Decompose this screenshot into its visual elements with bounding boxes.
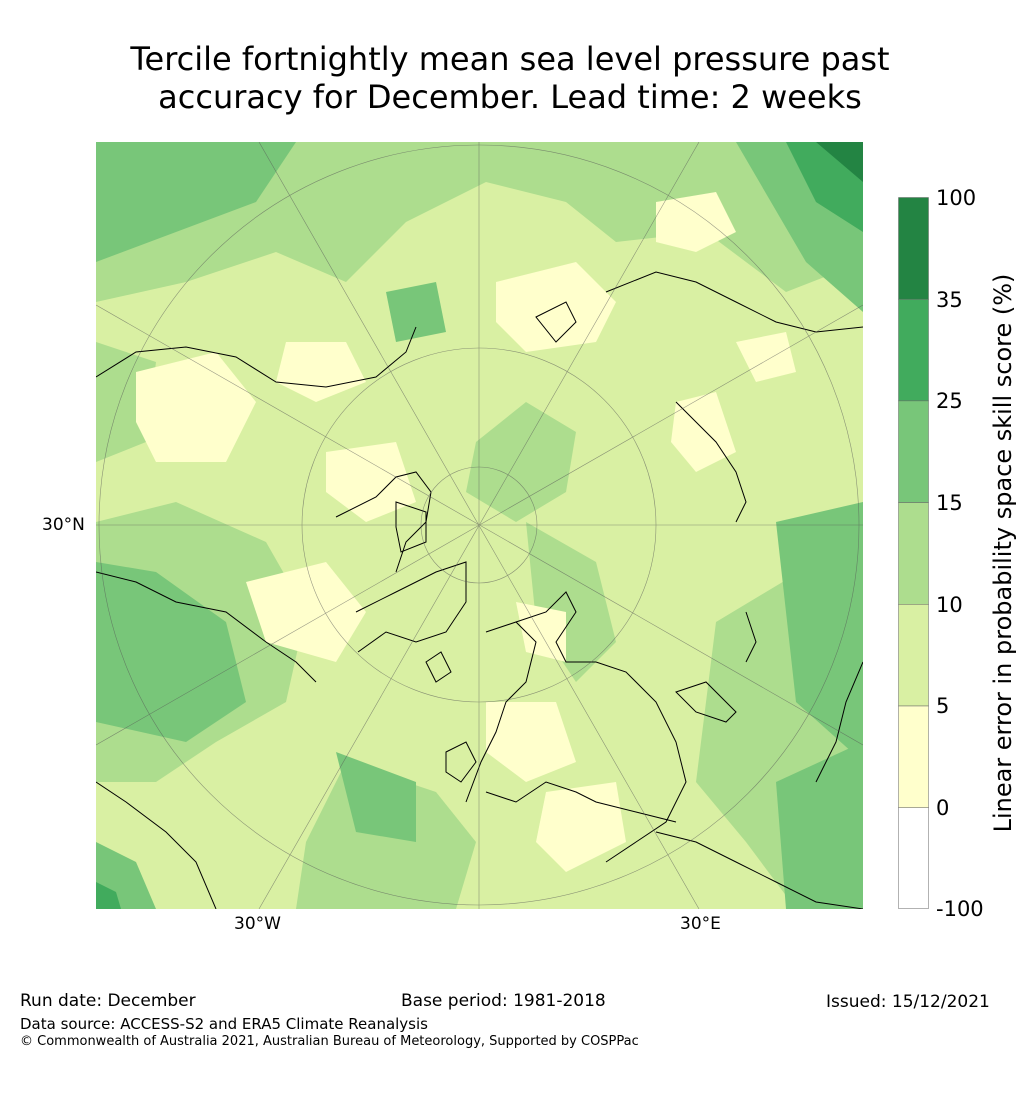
skill-region-0-5 (656, 192, 736, 252)
skill-region-35-100 (816, 142, 863, 182)
skill-region-15-25 (776, 742, 863, 909)
issued-date: Issued: 15/12/2021 (826, 992, 990, 1012)
colorbar-tick: 5 (936, 694, 950, 718)
colorbar-tick: 15 (936, 491, 963, 515)
colorbar-tick: 25 (936, 389, 963, 413)
skill-region-15-25 (96, 562, 246, 742)
map-title: Tercile fortnightly mean sea level press… (0, 40, 1020, 116)
title-line-2: accuracy for December. Lead time: 2 week… (158, 78, 862, 116)
skill-region-15-25 (336, 752, 416, 842)
base-period: Base period: 1981-2018 (401, 991, 606, 1011)
colorbar-bin-0-5 (898, 705, 929, 808)
colorbar-tick: 100 (936, 186, 977, 210)
colorbar (898, 197, 929, 909)
copyright: © Commonwealth of Australia 2021, Austra… (20, 1034, 639, 1049)
colorbar-bin-15-25 (898, 400, 929, 503)
skill-region-0-5 (326, 442, 416, 522)
skill-region-0-5 (486, 702, 576, 782)
longitude-label-30e: 30°E (680, 914, 721, 934)
skill-region-0-5 (671, 392, 736, 472)
colorbar-tick: 0 (936, 796, 950, 820)
longitude-label-30w: 30°W (234, 914, 281, 934)
colorbar-bin-35-100 (898, 197, 929, 300)
colorbar-tick: 35 (936, 288, 963, 312)
data-source: Data source: ACCESS-S2 and ERA5 Climate … (20, 1015, 428, 1033)
colorbar-label: Linear error in probability space skill … (989, 273, 1017, 833)
polar-skill-map (96, 142, 863, 909)
skill-region-10-15 (466, 402, 576, 522)
coastlines (96, 271, 863, 909)
skill-region-0-5 (536, 782, 626, 872)
colorbar-tick: 10 (936, 593, 963, 617)
colorbar-bin-neg100-0 (898, 807, 929, 909)
skill-region-0-5 (276, 342, 366, 402)
colorbar-bin-5-10 (898, 604, 929, 707)
colorbar-tick: -100 (936, 897, 984, 921)
skill-region-10-15 (96, 142, 863, 302)
title-line-1: Tercile fortnightly mean sea level press… (130, 40, 890, 78)
colorbar-bin-10-15 (898, 502, 929, 605)
skill-region-0-5 (516, 602, 566, 662)
skill-region-15-25 (776, 502, 863, 762)
latitude-label-30n: 30°N (42, 515, 85, 535)
skill-region-25-35 (96, 882, 121, 909)
skill-region-0-5 (246, 562, 366, 662)
run-date: Run date: December (20, 991, 196, 1011)
skill-region-15-25 (96, 142, 296, 262)
skill-region-15-25 (386, 282, 446, 342)
graticule (96, 142, 863, 909)
colorbar-bin-25-35 (898, 298, 929, 402)
